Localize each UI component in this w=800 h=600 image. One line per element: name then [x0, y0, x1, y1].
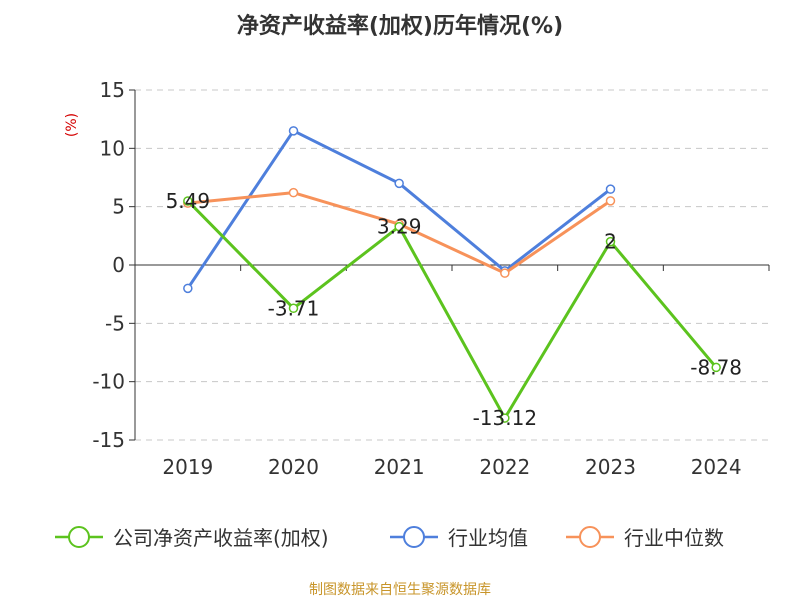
- y-tick-label: 0: [112, 253, 125, 277]
- legend[interactable]: 公司净资产收益率(加权) 行业均值 行业中位数: [55, 526, 724, 550]
- y-tick-label: 15: [100, 78, 125, 102]
- series-point: [183, 196, 193, 206]
- legend-item[interactable]: 行业中位数: [566, 526, 724, 550]
- data-label: 3.29: [377, 215, 422, 239]
- series-layer: [183, 126, 721, 423]
- data-label: 5.49: [166, 189, 211, 213]
- source-note: 制图数据来自恒生聚源数据库: [309, 582, 491, 598]
- data-label: 2: [604, 230, 617, 254]
- series-point: [394, 178, 404, 189]
- series-point: [288, 187, 299, 198]
- series-point: [711, 362, 721, 373]
- grid: [135, 89, 769, 441]
- series-point: [500, 268, 510, 278]
- series-point: [288, 126, 299, 136]
- data-label: -8.78: [690, 355, 742, 379]
- y-tick-label: 5: [112, 195, 125, 219]
- y-tick-label: -5: [105, 311, 125, 335]
- x-tick-label: 2022: [479, 455, 530, 479]
- series-point: [288, 303, 299, 314]
- legend-label: 行业均值: [448, 526, 528, 550]
- series-point: [500, 413, 510, 423]
- legend-marker: [68, 526, 90, 548]
- data-label: -3.71: [268, 296, 320, 320]
- x-tick-label: 2024: [691, 455, 742, 479]
- x-tick-label: 2021: [374, 455, 425, 479]
- y-tick-label: 10: [100, 136, 125, 160]
- y-axis-unit: (%): [64, 113, 80, 137]
- legend-item[interactable]: 行业均值: [390, 526, 528, 550]
- chart-title: 净资产收益率(加权)历年情况(%): [237, 13, 563, 39]
- axes: 15 10 5 0 -5 -10 -15 2019 2020 2021 2022 2023 2024: [92, 78, 770, 479]
- y-tick-label: -15: [92, 428, 125, 452]
- series-point: [394, 221, 404, 232]
- series-point: [605, 236, 616, 247]
- legend-item[interactable]: 公司净资产收益率(加权): [55, 526, 329, 550]
- data-label: -13.12: [473, 406, 537, 430]
- series-line: [186, 199, 718, 420]
- series-point: [605, 184, 616, 194]
- legend-label: 行业中位数: [624, 526, 724, 550]
- legend-label: 公司净资产收益率(加权): [113, 526, 329, 550]
- data-labels: 5.49 -3.71 3.29 -13.12 2 -8.78: [166, 189, 742, 430]
- legend-marker: [403, 526, 425, 548]
- x-tick-label: 2019: [162, 455, 213, 479]
- series-point: [183, 283, 193, 294]
- x-tick-label: 2020: [268, 455, 319, 479]
- y-tick-label: -10: [92, 370, 125, 394]
- legend-marker: [579, 526, 601, 548]
- series-point: [605, 196, 616, 206]
- x-tick-label: 2023: [585, 455, 636, 479]
